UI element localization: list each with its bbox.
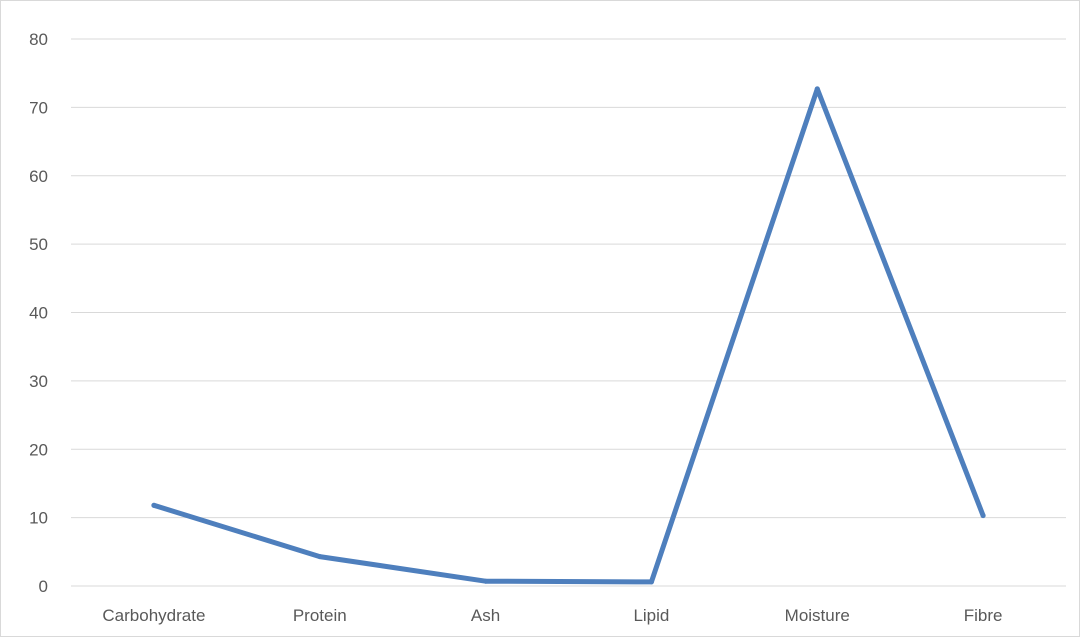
y-tick-label: 10 [29, 509, 48, 528]
y-tick-label: 60 [29, 167, 48, 186]
gridlines [71, 38, 1066, 587]
x-tick-label: Moisture [785, 606, 850, 625]
x-tick-label: Lipid [633, 606, 669, 625]
data-point-ash [483, 578, 489, 584]
y-tick-label: 80 [29, 30, 48, 49]
data-point-carbohydrate [151, 502, 157, 508]
series-line-0 [151, 86, 986, 585]
y-tick-label: 20 [29, 440, 48, 459]
x-axis-tick-labels: Carbohydrate Protein Ash Lipid Moisture Fibre [102, 606, 1002, 625]
x-tick-label: Carbohydrate [102, 606, 205, 625]
x-tick-label: Ash [471, 606, 500, 625]
y-tick-label: 50 [29, 235, 48, 254]
data-point-protein [317, 554, 323, 560]
x-tick-label: Protein [293, 606, 347, 625]
y-tick-label: 70 [29, 98, 48, 117]
y-axis-tick-labels: 0 10 20 30 40 50 60 70 80 [29, 30, 48, 596]
data-point-lipid [648, 579, 654, 585]
data-point-moisture [814, 86, 820, 92]
x-tick-label: Fibre [964, 606, 1003, 625]
data-point-fibre [980, 513, 986, 519]
y-tick-label: 0 [39, 577, 48, 596]
y-tick-label: 40 [29, 304, 48, 323]
series-lines [151, 86, 986, 585]
y-tick-label: 30 [29, 372, 48, 391]
